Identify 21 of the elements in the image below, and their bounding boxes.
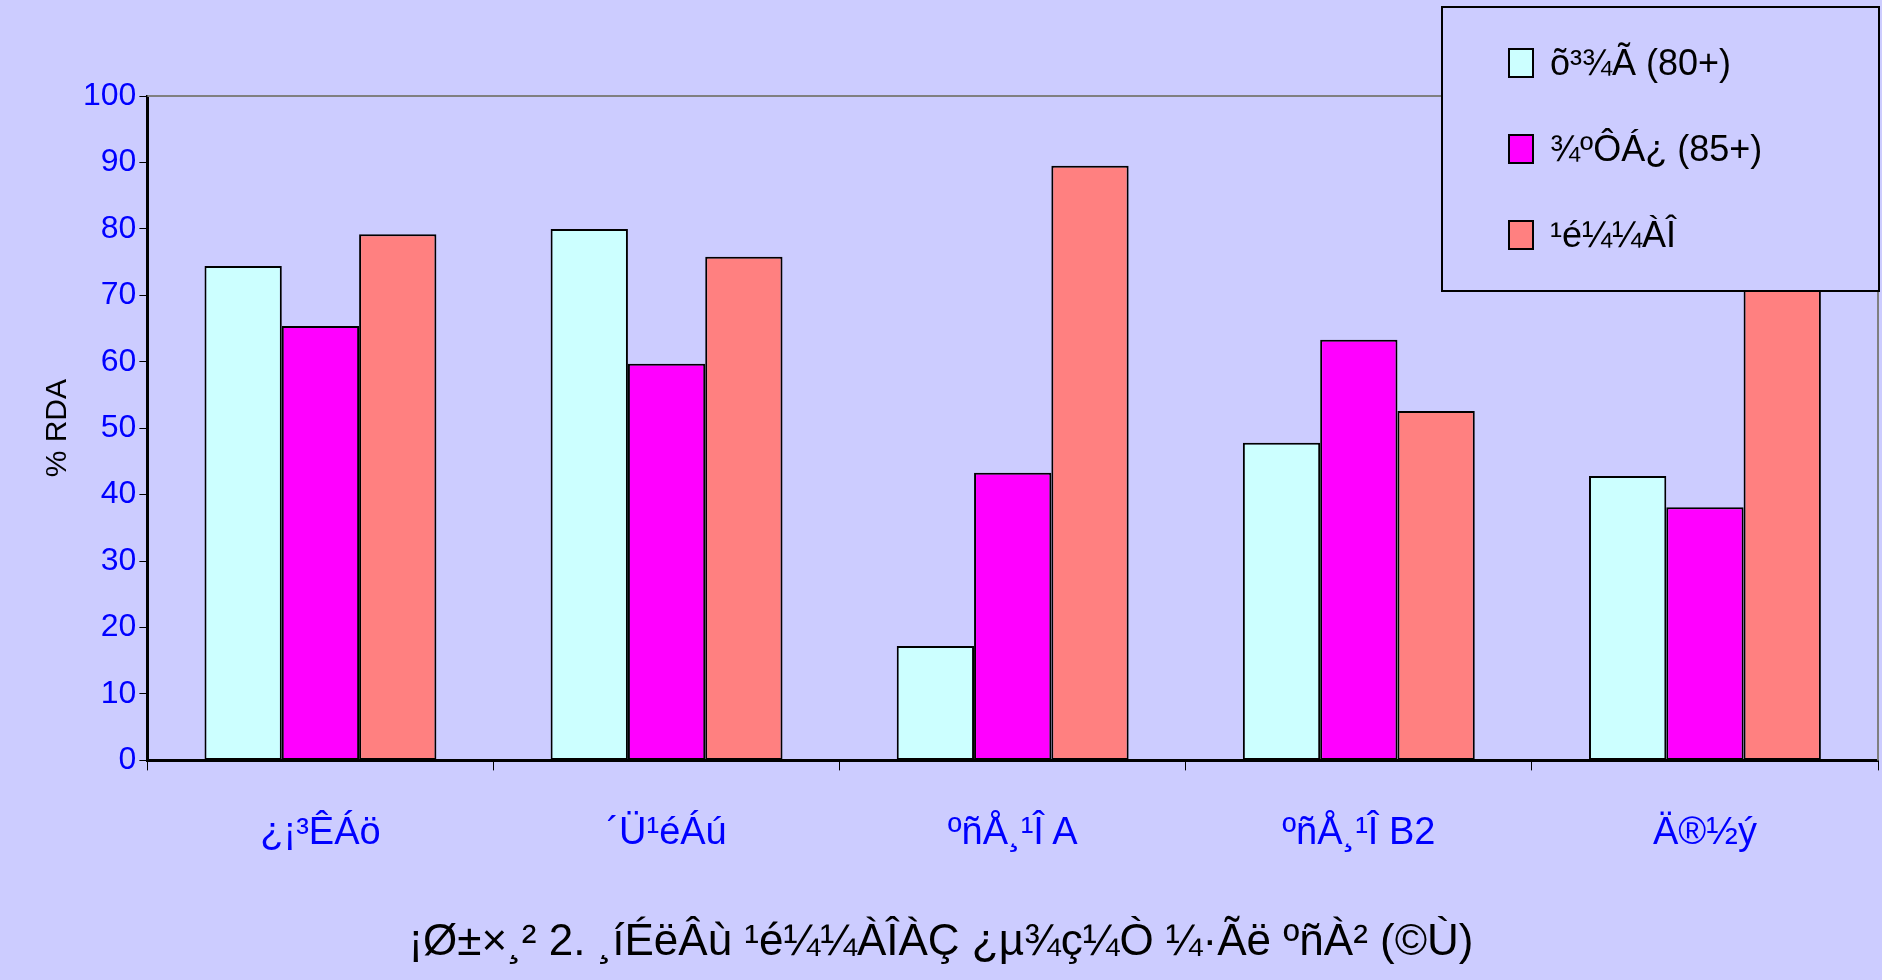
y-tick-label: 40	[100, 474, 137, 511]
y-tick-label: 90	[100, 142, 137, 179]
y-tick-label: 60	[100, 341, 137, 378]
x-tick-label: ¿¡³ÊÁö	[260, 809, 381, 852]
legend-label: ¹é¼¼ÀÎ	[1550, 214, 1677, 256]
legend-label: õ³¾Ã (80+)	[1550, 42, 1732, 84]
y-axis-title: % RDA	[39, 379, 73, 478]
y-tick-label: 20	[100, 607, 137, 644]
y-tick-label: 10	[100, 673, 137, 710]
x-tick-label: ºñÅ¸¹Î A	[947, 808, 1079, 852]
y-tick-label: 0	[118, 740, 137, 777]
y-tick-label: 100	[83, 75, 137, 112]
legend-label: ¾ºÔÁ¿ (85+)	[1550, 128, 1763, 170]
y-tick-label: 80	[100, 208, 137, 245]
text: ¡Ø±×¸² 2. ¸íÉëÂù ¹é¼¼ÀÎÀÇ ¿µ¾ç¼Ò ¼·Ãë ºñÀ² (©Ù)	[407, 915, 1475, 965]
x-tick-label: ´Ü¹éÁú	[606, 809, 727, 852]
y-tick-label: 30	[100, 540, 137, 577]
y-tick-label: 70	[100, 275, 137, 312]
y-tick-label: 50	[100, 408, 137, 445]
x-tick-label: ºñÅ¸¹Î B2	[1282, 808, 1436, 852]
x-tick-label: Ä®½ý	[1652, 809, 1757, 852]
